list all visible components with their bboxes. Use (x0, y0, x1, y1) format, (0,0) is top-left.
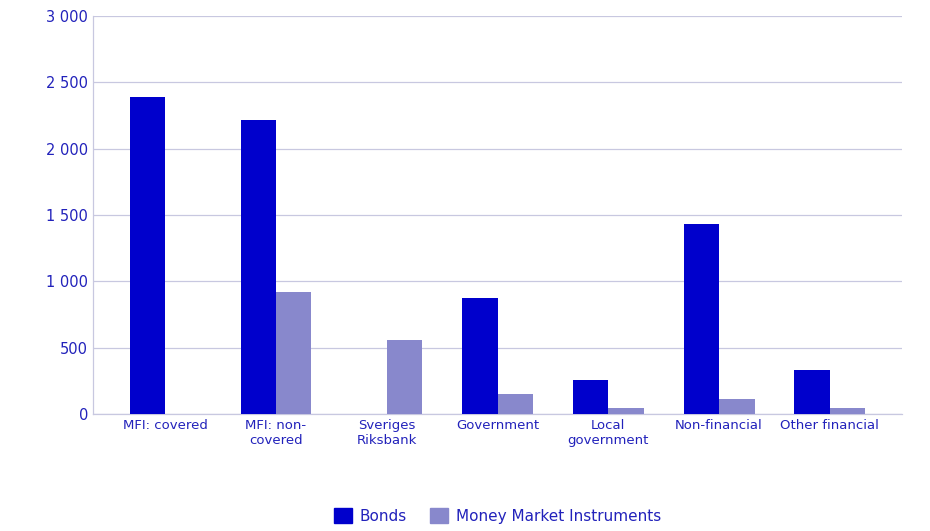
Bar (387, 340, 422, 414)
Bar (794, 370, 830, 414)
Legend: Bonds, Money Market Instruments: Bonds, Money Market Instruments (327, 501, 668, 530)
Bar (241, 120, 276, 414)
Bar (684, 225, 719, 414)
Bar (462, 298, 498, 414)
Bar (498, 393, 533, 414)
Bar (719, 399, 754, 414)
Bar (830, 408, 865, 414)
Bar (608, 408, 644, 414)
Bar (573, 380, 608, 414)
Bar (276, 292, 312, 414)
Bar (130, 97, 166, 414)
